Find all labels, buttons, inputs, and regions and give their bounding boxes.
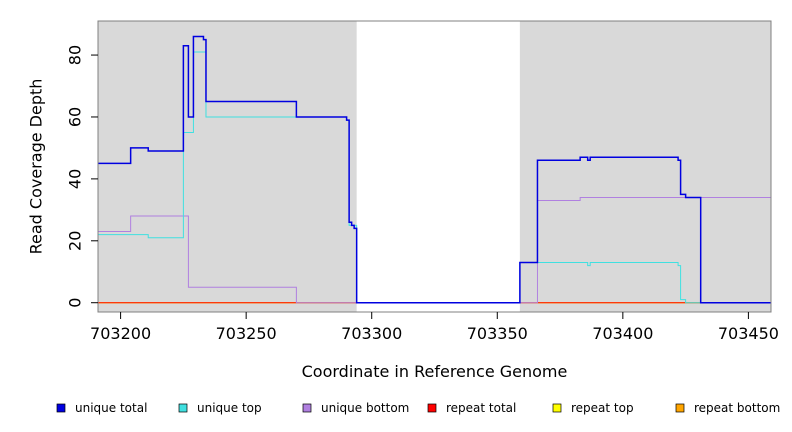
legend-label-unique-total: unique total [75,401,147,415]
x-tick-label: 703450 [718,324,779,343]
legend-label-unique-top: unique top [197,401,262,415]
y-tick-label: 40 [66,169,85,189]
legend-swatch-repeat-bottom [675,403,685,413]
plot-frame [97,20,772,313]
x-tick-label: 703200 [90,324,151,343]
legend-label-repeat-bottom: repeat bottom [694,401,780,415]
legend-swatch-unique-total [56,403,66,413]
legend-swatch-unique-top [178,403,188,413]
x-axis-ticks: 703200 703250 703300 703350 703400 703450 [90,312,779,343]
legend-label-unique-bottom: unique bottom [321,401,409,415]
y-tick-label: 80 [66,45,85,65]
legend-swatch-repeat-total [427,403,437,413]
legend-swatch-repeat-top [552,403,562,413]
y-tick-label: 20 [66,231,85,251]
series-line-unique-total [98,35,771,304]
x-axis-label: Coordinate in Reference Genome [302,362,568,381]
series-lines [98,35,772,304]
x-tick-label: 703400 [592,324,653,343]
legend-label-repeat-total: repeat total [446,401,516,415]
legend-swatch-unique-bottom [302,403,312,413]
shaded-region-2 [519,21,771,312]
y-tick-label: 0 [66,298,85,308]
shaded-regions [98,21,771,312]
x-tick-label: 703350 [467,324,528,343]
shaded-region-1 [98,21,357,312]
y-axis-ticks: 0 20 40 60 80 [66,45,98,308]
legend-label-repeat-top: repeat top [571,401,634,415]
legend: unique total unique top unique bottom repea… [56,401,780,415]
y-axis-label: Read Coverage Depth [27,79,46,255]
y-tick-label: 60 [66,107,85,127]
x-tick-label: 703250 [216,324,277,343]
x-tick-label: 703300 [341,324,402,343]
